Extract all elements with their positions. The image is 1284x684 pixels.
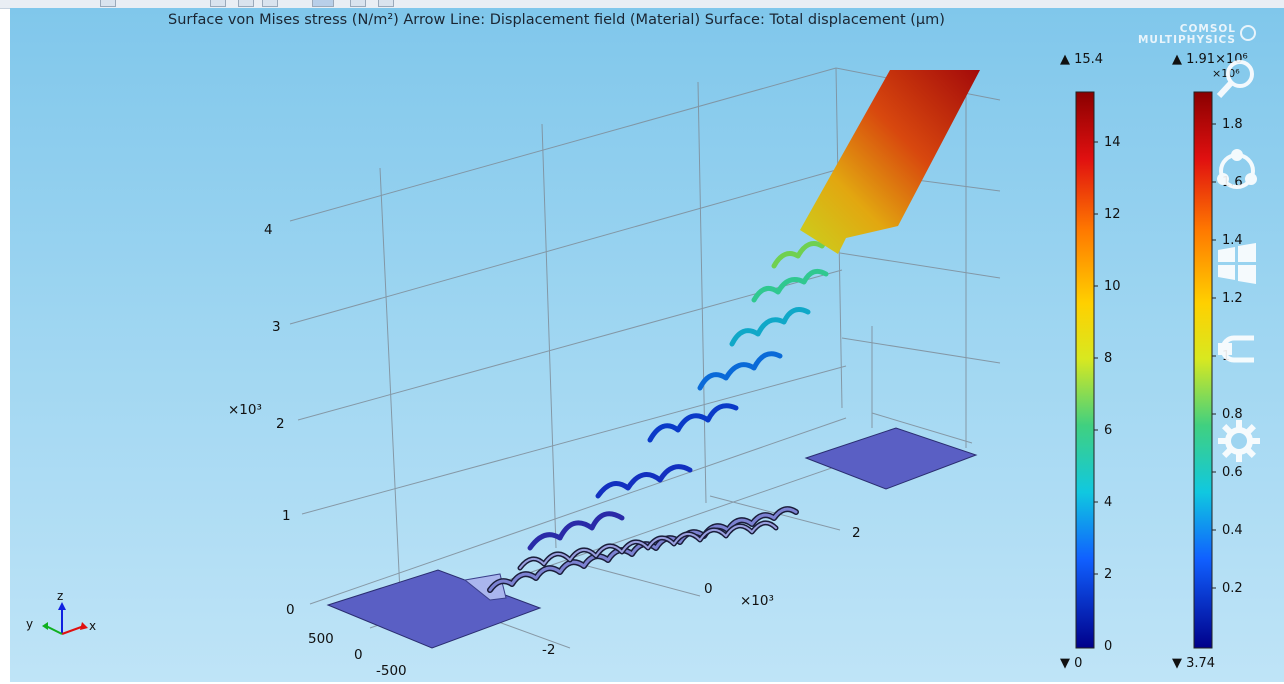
colorbar-stress	[1075, 91, 1095, 649]
colorbar-stress-tick: 6	[1104, 423, 1113, 438]
colorbar-stress-max: ▲ 15.4	[1060, 52, 1104, 67]
magnet-icon[interactable]	[1214, 326, 1260, 372]
gear-icon[interactable]	[1216, 418, 1262, 464]
x-multiplier: ×10³	[740, 593, 774, 609]
anchor-pad-right	[804, 427, 978, 490]
colorbar-disp-tick: 0.2	[1222, 581, 1243, 596]
x-tick: -2	[542, 642, 555, 658]
serpentine-undeformed	[487, 506, 799, 593]
colorbar-disp-tick: 0.4	[1222, 523, 1243, 538]
z-tick: 3	[272, 319, 281, 335]
colorbar-disp-tick: 1.2	[1222, 291, 1243, 306]
zoom-icon[interactable]	[1214, 56, 1260, 102]
comsol-logo: COMSOL MULTIPHYSICS	[1126, 24, 1256, 46]
triad-x-label: x	[89, 619, 96, 633]
toolbar-button[interactable]	[262, 0, 278, 7]
triad-y-label: y	[26, 617, 33, 631]
toolbar-button[interactable]	[378, 0, 394, 7]
colorbar-disp-tick: 0.8	[1222, 407, 1243, 422]
triad-z-label: z	[57, 589, 63, 603]
colorbar-stress-min: ▼ 0	[1060, 656, 1083, 671]
x-tick: 2	[852, 525, 861, 541]
z-tick: 1	[282, 508, 291, 524]
colorbar-disp-tick: 1.8	[1222, 117, 1243, 132]
colorbar-displacement	[1193, 91, 1213, 649]
colorbar-stress-tick: 10	[1104, 279, 1121, 294]
colorbar-disp-tick: 1.4	[1222, 233, 1243, 248]
z-tick: 4	[264, 222, 273, 238]
x-tick: 0	[704, 581, 713, 597]
toolbar-button[interactable]	[210, 0, 226, 7]
y-tick: 0	[354, 647, 363, 663]
colorbar-stress-tick: 12	[1104, 207, 1121, 222]
y-tick: -500	[376, 663, 407, 679]
colorbar-stress-tick: 14	[1104, 135, 1121, 150]
colorbar-stress-tick: 2	[1104, 567, 1113, 582]
colorbar-stress-tick: 0	[1104, 639, 1113, 654]
colorbar-disp-multiplier: ×10⁶	[1212, 67, 1240, 80]
colorbar-disp-max: ▲ 1.91×10⁶	[1172, 52, 1248, 67]
coordinate-triad: z x y	[26, 589, 96, 635]
toolbar-button[interactable]	[312, 0, 334, 7]
z-tick: 0	[286, 602, 295, 618]
toolbar-button[interactable]	[100, 0, 116, 7]
axis-labels: 4 3 2 1 0 ×10³ -2 0 2 ×10³ 500 0 -500	[228, 222, 861, 679]
colorbar-disp-tick: 0.6	[1222, 465, 1243, 480]
deformed-tip-surface	[800, 70, 980, 254]
colorbar-disp-min: ▼ 3.74	[1172, 656, 1216, 671]
comsol-logo-icon	[1240, 25, 1256, 41]
z-multiplier: ×10³	[228, 402, 262, 418]
toolbar-button[interactable]	[350, 0, 366, 7]
rotate-icon[interactable]	[1214, 148, 1260, 194]
plot-3d-scene[interactable]: 4 3 2 1 0 ×10³ -2 0 2 ×10³ 500 0 -500 z …	[10, 8, 1284, 682]
colorbar-stress-tick: 4	[1104, 495, 1113, 510]
plot-title: Surface von Mises stress (N/m²) Arrow Li…	[168, 12, 945, 28]
colorbar-stress-tick: 8	[1104, 351, 1113, 366]
y-tick: 500	[308, 631, 334, 647]
windows-icon[interactable]	[1214, 240, 1260, 286]
z-tick: 2	[276, 416, 285, 432]
toolbar-button[interactable]	[238, 0, 254, 7]
graphics-viewport[interactable]: Surface von Mises stress (N/m²) Arrow Li…	[10, 8, 1284, 682]
